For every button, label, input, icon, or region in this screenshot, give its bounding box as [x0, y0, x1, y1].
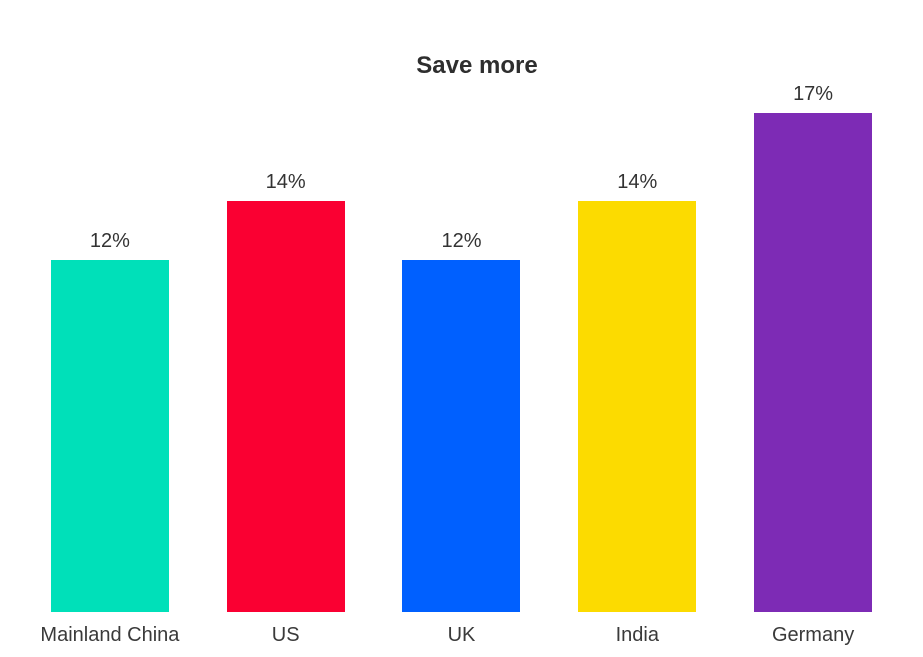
bar-uk	[402, 260, 521, 612]
plot-area: 12% 14% 12% 14% 17%	[22, 0, 901, 612]
bar-mainland-china	[50, 260, 169, 612]
chart-title: Save more	[416, 52, 538, 79]
x-axis-label-mainland-china: Mainland China	[40, 624, 180, 646]
bar-column: 14%	[549, 170, 725, 612]
bar-value-label: 17%	[793, 83, 834, 105]
bar-column: 17%	[725, 82, 901, 612]
bar-value-label: 14%	[617, 171, 658, 193]
bar-value-label: 14%	[265, 171, 306, 193]
bar-column: 12%	[22, 229, 198, 612]
bar-germany	[754, 113, 873, 612]
x-axis-label-india: India	[615, 624, 659, 646]
bar-column: 12%	[374, 229, 550, 612]
x-axis-label-germany: Germany	[771, 624, 855, 646]
x-axis-label-us: US	[271, 624, 300, 646]
x-axis: Mainland China US UK India Germany	[22, 612, 901, 657]
bar-value-label: 12%	[441, 230, 482, 252]
bar-us	[226, 201, 345, 612]
bar-value-label: 12%	[89, 230, 130, 252]
bar-india	[578, 201, 697, 612]
bar-column: 14%	[198, 170, 374, 612]
x-axis-label-uk: UK	[447, 624, 476, 646]
